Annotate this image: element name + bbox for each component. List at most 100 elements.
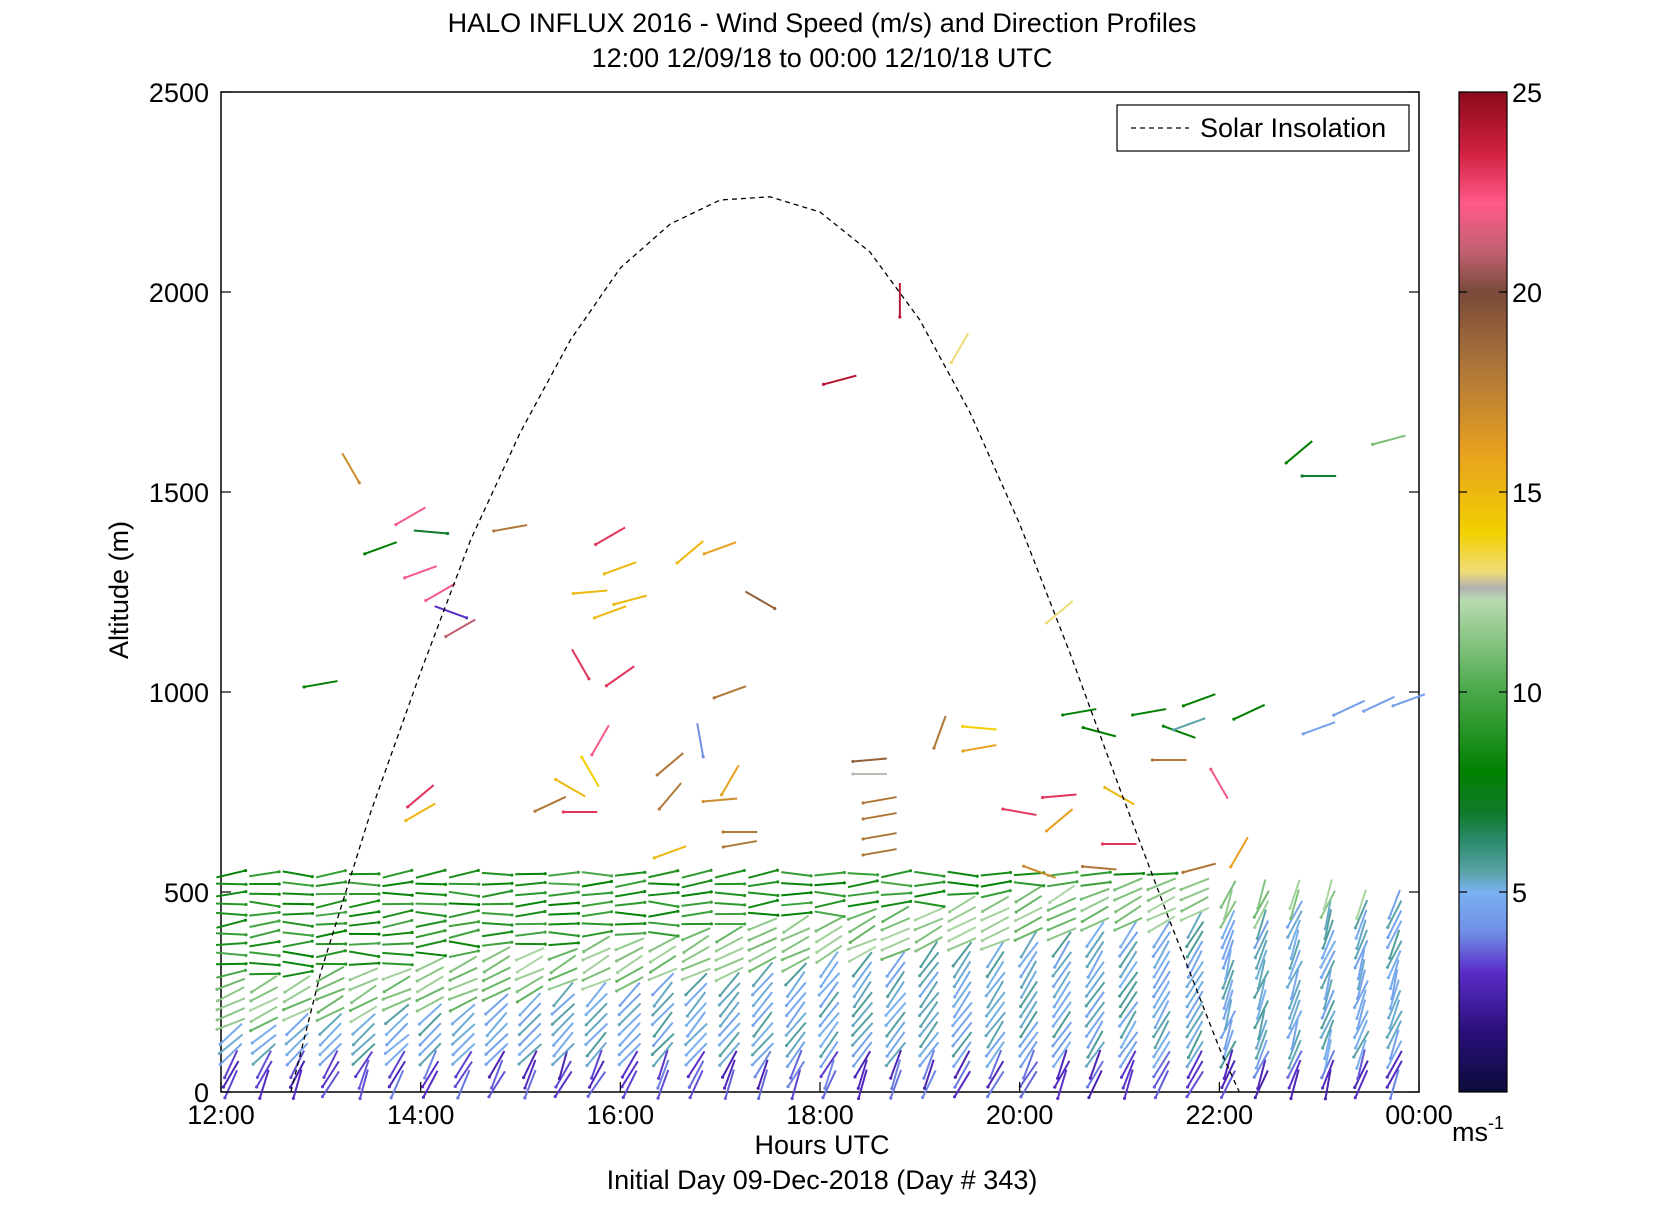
x-tick-label: 18:00: [786, 1100, 854, 1130]
wind-arrow: [652, 1011, 673, 1038]
wind-arrow: [985, 940, 1005, 969]
wind-arrow: [890, 1059, 901, 1091]
wind-arrow: [718, 1031, 740, 1058]
wind-arrow: [720, 1050, 738, 1079]
chart-subtitle: 12:00 12/09/18 to 00:00 12/10/18 UTC: [592, 43, 1053, 73]
wind-arrow: [1014, 895, 1043, 914]
wind-arrow: [585, 1041, 608, 1068]
wind-arrow: [885, 961, 906, 988]
wind-arrow: [617, 1032, 642, 1057]
wind-arrow: [722, 1059, 736, 1090]
wind-arrow: [750, 1032, 775, 1057]
wind-arrow: [947, 881, 979, 888]
wind-arrow: [1323, 1029, 1333, 1061]
wind-arrow: [215, 962, 248, 966]
wind-arrow: [1362, 695, 1395, 713]
wind-arrow: [919, 940, 939, 969]
wind-arrow: [614, 900, 647, 907]
wind-arrow: [1087, 1070, 1103, 1100]
wind-arrow: [415, 966, 445, 983]
wind-arrow: [1252, 1050, 1270, 1079]
wind-arrow: [1044, 808, 1074, 833]
wind-arrow: [348, 932, 381, 936]
wind-arrow: [1320, 989, 1335, 1020]
wind-arrow: [1285, 900, 1304, 929]
wind-arrow: [781, 871, 813, 878]
wind-arrow: [484, 993, 509, 1016]
wind-arrow: [218, 1023, 243, 1046]
wind-arrow: [1152, 990, 1171, 1019]
wind-arrow: [1185, 980, 1204, 1009]
wind-arrow: [621, 1070, 638, 1100]
wind-arrow: [1219, 880, 1237, 909]
wind-arrow: [481, 986, 511, 1002]
wind-arrow: [1221, 929, 1235, 960]
wind-arrow: [348, 977, 379, 992]
wind-arrow: [952, 990, 972, 1019]
wind-arrow: [715, 925, 743, 944]
wind-arrow: [1386, 949, 1402, 980]
wind-arrow: [547, 947, 578, 961]
wind-arrow: [1290, 1019, 1299, 1051]
wind-arrow: [744, 590, 777, 611]
wind-arrow: [1051, 951, 1072, 978]
wind-arrow: [341, 452, 361, 485]
wind-arrow: [1219, 900, 1237, 929]
wind-arrow: [1179, 906, 1210, 922]
wind-arrow: [782, 914, 810, 935]
wind-arrow: [914, 900, 946, 909]
legend-box: [1116, 104, 1410, 152]
wind-arrow: [404, 802, 436, 823]
wind-arrow: [363, 541, 398, 556]
wind-arrow: [384, 1003, 410, 1026]
wind-arrow: [382, 975, 411, 994]
wind-arrow: [249, 919, 281, 928]
wind-arrow: [1353, 939, 1369, 970]
wind-arrow: [1048, 884, 1076, 905]
wind-arrow: [1052, 1041, 1072, 1068]
wind-arrow: [382, 908, 414, 919]
wind-arrow: [249, 870, 281, 878]
wind-arrow: [750, 1042, 775, 1067]
wind-arrow: [714, 868, 746, 879]
wind-arrow: [282, 881, 314, 888]
wind-arrow: [1118, 990, 1138, 1019]
wind-arrow: [1256, 1059, 1267, 1091]
wind-arrow: [852, 980, 872, 1009]
wind-arrow: [682, 934, 710, 954]
wind-arrow: [1088, 1049, 1102, 1080]
wind-arrow: [315, 976, 345, 992]
wind-arrow: [881, 905, 910, 924]
wind-arrow: [747, 911, 780, 917]
wind-arrow: [1179, 887, 1210, 902]
wind-arrow: [618, 982, 641, 1007]
wind-arrow: [215, 941, 248, 946]
wind-arrow: [602, 561, 637, 576]
wind-arrow: [1332, 699, 1365, 717]
wind-arrow: [1355, 919, 1367, 950]
wind-arrow: [1254, 1019, 1268, 1050]
wind-arrow: [620, 1050, 639, 1079]
wind-arrow: [751, 1022, 774, 1047]
wind-arrow: [821, 374, 857, 386]
wind-arrow: [1287, 919, 1301, 950]
legend: Solar Insolation: [1116, 104, 1410, 152]
wind-arrow: [215, 932, 248, 937]
wind-arrow: [961, 724, 997, 731]
wind-arrow: [814, 910, 846, 919]
wind-arrow: [592, 605, 627, 620]
wind-arrow: [748, 956, 777, 973]
wind-arrow: [515, 985, 544, 1004]
wind-arrow: [814, 925, 843, 944]
wind-arrow: [249, 1016, 279, 1033]
wind-arrow: [418, 1012, 442, 1037]
wind-arrow: [1013, 926, 1043, 942]
colorbar-gradient: [1458, 91, 1508, 1093]
wind-arrow: [514, 967, 545, 982]
wind-arrow: [1022, 1049, 1035, 1080]
wind-arrow: [315, 949, 347, 959]
wind-arrow: [415, 910, 447, 918]
wind-arrow: [918, 1031, 940, 1058]
wind-arrow: [381, 987, 412, 1001]
wind-arrow: [1053, 1060, 1071, 1089]
